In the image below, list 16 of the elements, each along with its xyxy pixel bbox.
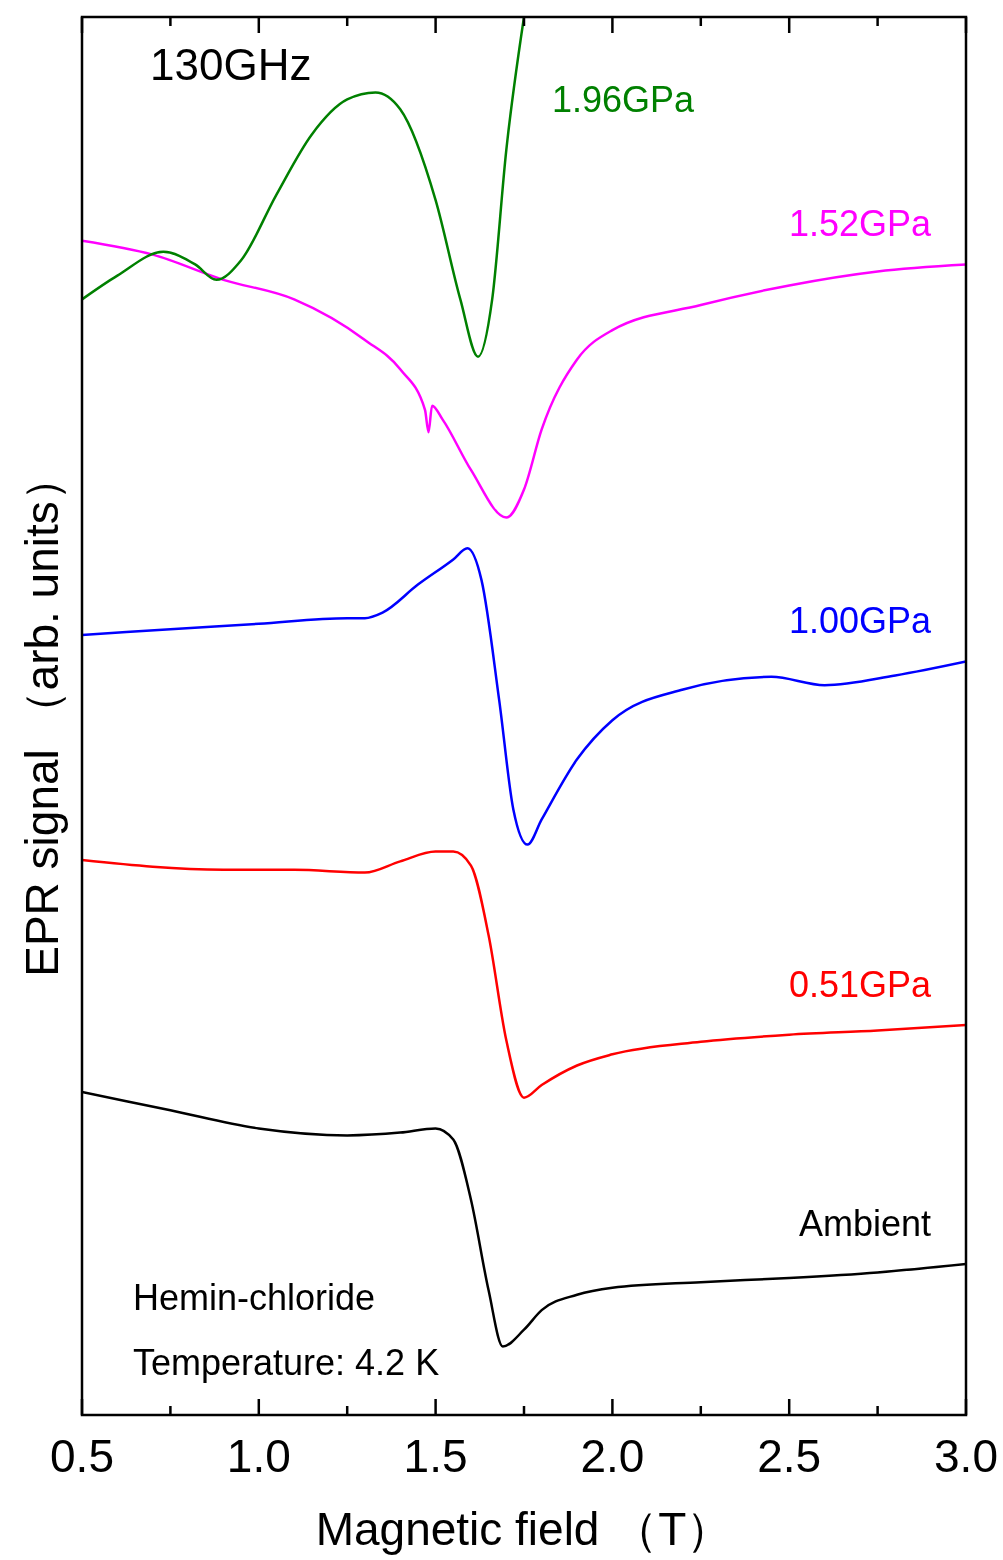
x-tick-label: 2.5 (757, 1430, 822, 1482)
series-label: 1.52GPa (788, 203, 932, 245)
series-label: 1.96GPa (552, 79, 696, 120)
x-tick-label: 0.5 (50, 1430, 114, 1482)
series-label: 1.00GPa (788, 600, 932, 642)
annotation: Temperature: 4.2 K (133, 1342, 440, 1383)
series-label: Ambient (798, 1203, 931, 1245)
y-axis-title: EPR signal （arb. units） (16, 455, 68, 977)
x-tick-label: 1.5 (403, 1430, 468, 1482)
x-tick-label: 3.0 (934, 1430, 998, 1482)
x-tick-label: 1.0 (226, 1430, 291, 1482)
x-tick-label: 2.0 (580, 1430, 645, 1482)
annotation: 130GHz (150, 40, 312, 89)
x-axis-title: Magnetic field （T） (315, 1503, 733, 1555)
series-label: 0.51GPa (788, 963, 932, 1005)
annotation: Hemin-chloride (133, 1277, 376, 1318)
